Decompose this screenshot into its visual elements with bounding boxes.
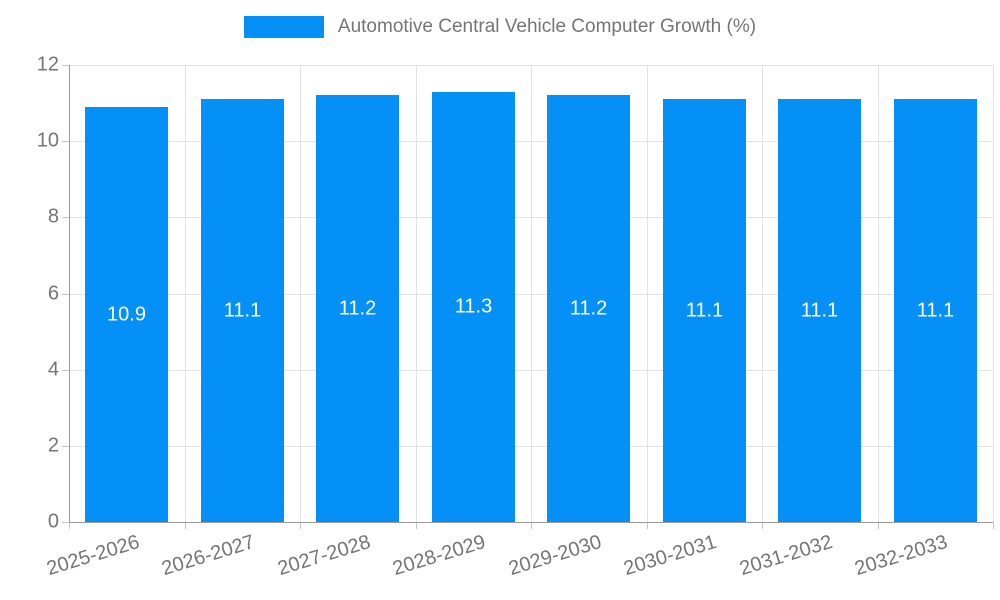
y-axis-tick [62,446,69,447]
x-axis-tick [993,522,994,529]
y-tick-label: 0 [47,510,59,533]
bar-value-label: 11.1 [916,299,955,322]
v-gridline [416,65,417,522]
bar [663,99,746,522]
chart-legend: Automotive Central Vehicle Computer Grow… [0,16,1000,38]
x-axis-tick [69,522,70,529]
bar-value-label: 11.2 [569,297,608,320]
bar [85,107,168,522]
y-axis-tick [62,65,69,66]
bar-value-label: 11.3 [454,295,493,318]
x-tick-label: 2027-2028 [275,531,374,581]
x-tick-label: 2029-2030 [506,531,605,581]
x-tick-label: 2025-2026 [44,531,143,581]
x-tick-label: 2028-2029 [390,531,489,581]
y-axis-tick [62,370,69,371]
x-tick-label: 2031-2032 [737,531,836,581]
y-tick-label: 2 [47,434,59,457]
legend-swatch [243,16,324,38]
bar-value-label: 11.1 [223,299,262,322]
y-axis-tick [62,522,69,523]
bar [432,92,515,522]
x-axis-tick [762,522,763,529]
y-tick-label: 12 [36,53,59,76]
y-axis-tick [62,217,69,218]
v-gridline [762,65,763,522]
bar [547,95,630,522]
x-tick-label: 2032-2033 [852,531,951,581]
y-tick-label: 4 [47,358,59,381]
bar [316,95,399,522]
x-axis-tick [531,522,532,529]
y-axis-tick [62,294,69,295]
x-axis-tick [647,522,648,529]
bar [778,99,861,522]
v-gridline [300,65,301,522]
x-axis-tick [878,522,879,529]
v-gridline [878,65,879,522]
v-gridline [647,65,648,522]
x-tick-label: 2026-2027 [159,531,258,581]
chart-title: Automotive Central Vehicle Computer Grow… [337,16,757,37]
bar [894,99,977,522]
v-gridline [185,65,186,522]
v-gridline [993,65,994,522]
y-axis-line [69,65,70,523]
x-axis-tick [416,522,417,529]
y-axis-tick [62,141,69,142]
y-tick-label: 6 [47,282,59,305]
x-tick-label: 2030-2031 [621,531,720,581]
bar-value-label: 11.1 [685,299,724,322]
bar-value-label: 11.1 [800,299,839,322]
x-axis-tick [185,522,186,529]
y-tick-label: 10 [36,129,59,152]
x-axis-tick [300,522,301,529]
v-gridline [531,65,532,522]
bar-value-label: 10.9 [107,303,146,326]
bar-value-label: 11.2 [338,297,377,320]
bar [201,99,284,522]
x-axis-line [69,522,993,523]
y-tick-label: 8 [47,205,59,228]
